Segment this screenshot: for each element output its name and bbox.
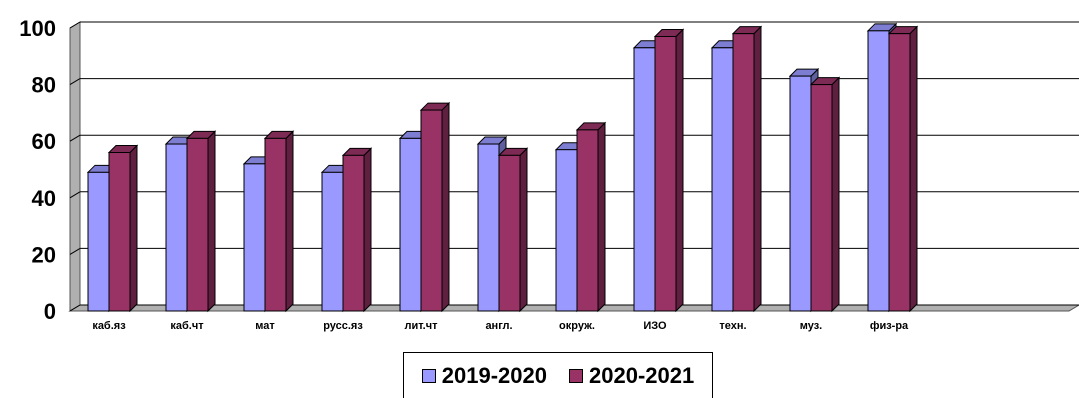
- legend: 2019-2020 2020-2021: [403, 352, 713, 398]
- gridline-wall: [69, 304, 81, 312]
- y-tick-label: 80: [32, 73, 56, 98]
- x-tick-label: техн.: [719, 320, 746, 332]
- bar: [654, 35, 677, 312]
- x-tick-label: лит.чт: [405, 320, 439, 332]
- bar-side: [675, 28, 684, 313]
- bar: [477, 143, 500, 312]
- bar-side: [909, 25, 918, 313]
- bar-side: [441, 101, 450, 313]
- x-axis: каб.яз каб.чт мат русс.яз лит.чт англ. окруж. И…: [92, 320, 909, 332]
- bar: [186, 137, 209, 312]
- bar: [87, 171, 110, 312]
- bar: [732, 33, 755, 312]
- bar: [399, 137, 422, 312]
- bar: [867, 30, 890, 312]
- bar: [108, 152, 131, 312]
- y-tick-label: 100: [19, 16, 56, 41]
- x-tick-label: русс.яз: [323, 320, 363, 332]
- legend-item-series-2: 2020-2021: [569, 363, 694, 389]
- bar-side: [597, 121, 606, 313]
- bar: [165, 143, 188, 312]
- y-tick-label: 0: [44, 299, 56, 324]
- bar: [321, 171, 344, 312]
- bar: [555, 149, 578, 312]
- bar: [264, 137, 287, 312]
- legend-swatch-series-2: [569, 368, 583, 383]
- bar-side: [129, 144, 138, 313]
- gridline-wall: [69, 134, 81, 142]
- bar: [576, 129, 599, 312]
- x-tick-label: ИЗО: [643, 320, 667, 332]
- bar-side: [363, 147, 372, 313]
- bar-side: [285, 130, 294, 313]
- bar-side: [519, 147, 528, 313]
- x-tick-label: физ-ра: [870, 320, 909, 332]
- bars: [86, 22, 919, 313]
- gridline-wall: [69, 21, 81, 29]
- bar: [420, 109, 443, 312]
- y-tick-label: 60: [32, 129, 56, 154]
- bar-chart: 0 20 40 60 80 100 каб.яз каб.чт мат русс.яз лит.ч…: [19, 16, 1079, 332]
- x-tick-label: муз.: [800, 320, 823, 332]
- bar: [243, 163, 266, 312]
- bar: [498, 154, 521, 312]
- bar: [810, 84, 833, 312]
- y-axis: 0 20 40 60 80 100: [19, 16, 56, 324]
- bar: [789, 75, 812, 312]
- bar-side: [207, 130, 216, 313]
- x-tick-label: каб.чт: [170, 320, 204, 332]
- bar: [342, 154, 365, 312]
- legend-label-series-1: 2019-2020: [441, 362, 547, 388]
- y-tick-label: 40: [32, 186, 56, 211]
- x-tick-label: мат: [255, 320, 275, 332]
- bar-side: [831, 76, 840, 313]
- x-tick-label: каб.яз: [92, 320, 126, 332]
- bar-side: [753, 25, 762, 313]
- gridline-wall: [69, 191, 81, 199]
- bar: [711, 47, 734, 312]
- bar: [633, 47, 656, 312]
- legend-item-series-1: 2019-2020: [421, 362, 547, 389]
- y-tick-label: 20: [32, 242, 56, 267]
- legend-label-series-2: 2020-2021: [589, 362, 695, 388]
- bar: [888, 33, 911, 312]
- gridline-wall: [69, 78, 81, 86]
- gridline-wall: [69, 247, 81, 255]
- legend-swatch-series-1: [421, 368, 436, 383]
- x-tick-label: окруж.: [559, 320, 595, 332]
- x-tick-label: англ.: [485, 320, 512, 332]
- plot-side-wall: [69, 21, 81, 312]
